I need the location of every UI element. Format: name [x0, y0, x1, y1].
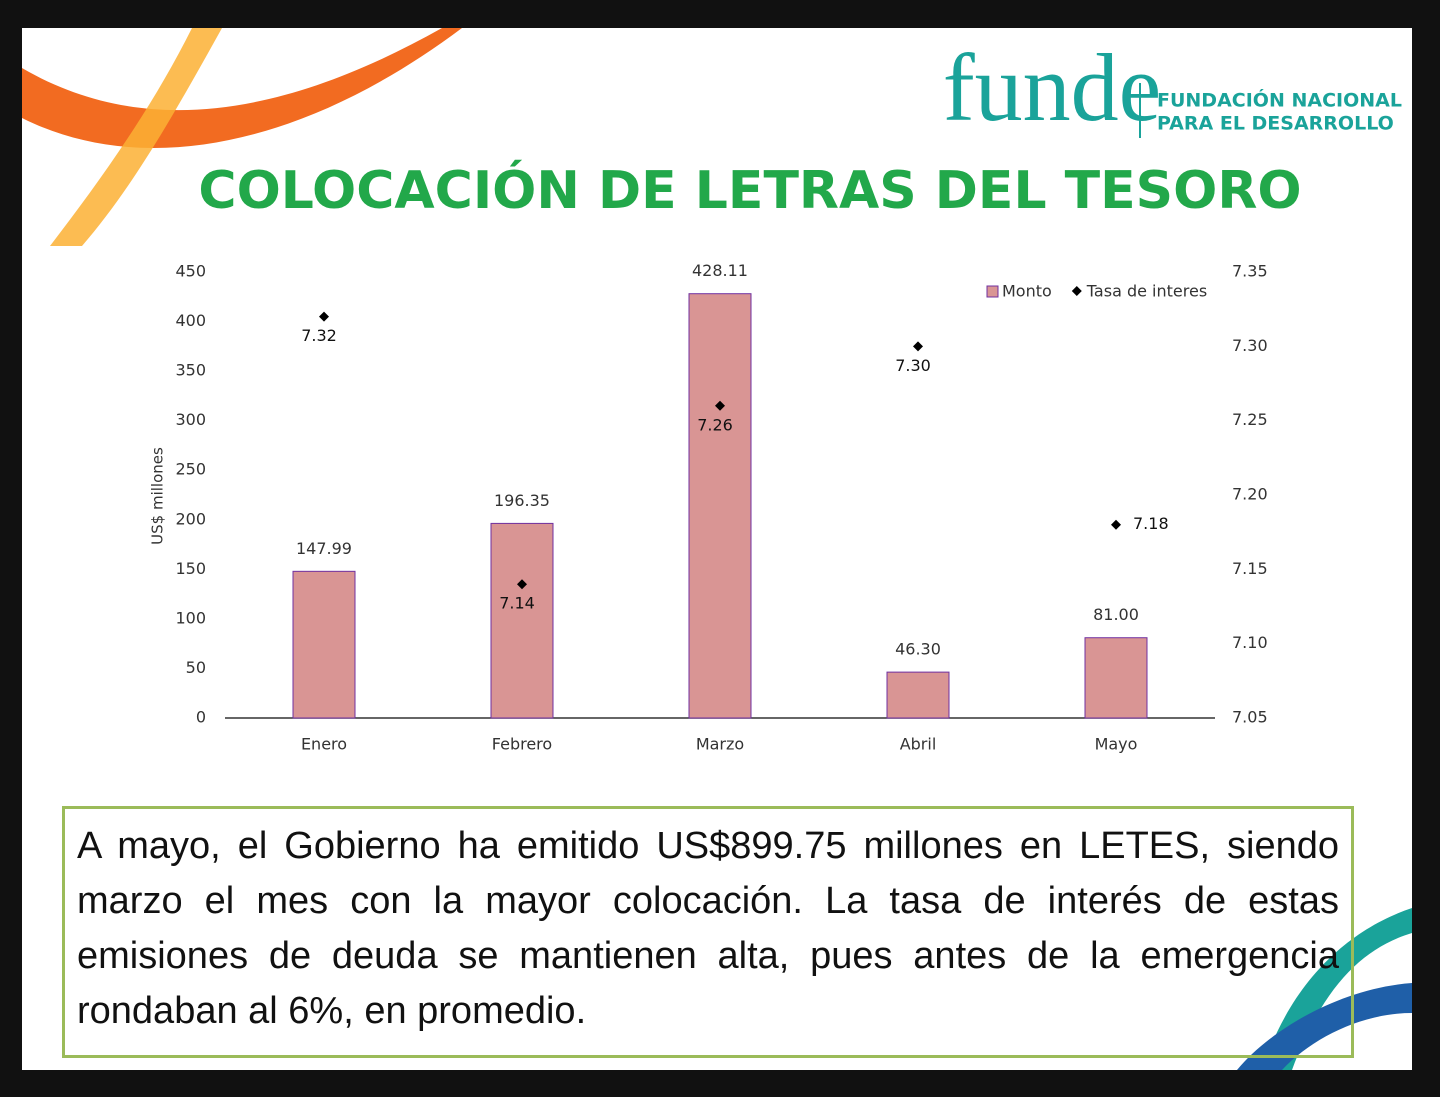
- bar: [886, 671, 950, 719]
- x-tick-label: Marzo: [696, 735, 744, 754]
- y-tick-label: 400: [175, 311, 206, 330]
- bar: [490, 522, 554, 719]
- legend-label: Tasa de interes: [1086, 282, 1207, 301]
- y-tick-label: 150: [175, 559, 206, 578]
- y2-tick-label: 7.35: [1232, 262, 1268, 281]
- bar: [688, 293, 752, 719]
- decoration: [50, 28, 222, 246]
- logo-line: PARA EL DESARROLLO: [1157, 113, 1394, 135]
- bar: [292, 570, 356, 719]
- x-tick-label: Febrero: [492, 735, 552, 754]
- data-label: 7.26: [697, 415, 733, 434]
- slide: funde FUNDACIÓN NACIONAL PARA EL DESARRO…: [22, 28, 1412, 1070]
- point: [715, 400, 725, 411]
- data-label: 7.32: [301, 326, 337, 345]
- x-tick-label: Mayo: [1095, 735, 1138, 754]
- bar: [1084, 637, 1148, 719]
- y2-tick-label: 7.10: [1232, 633, 1268, 652]
- y-tick-label: 250: [175, 460, 206, 479]
- point: [517, 579, 527, 590]
- y-tick-label: 0: [196, 708, 206, 727]
- data-label: 7.18: [1133, 514, 1169, 533]
- note: A mayo, el Gobierno ha emitido US$899.75…: [62, 806, 1354, 1058]
- y-tick-label: 100: [175, 608, 206, 627]
- data-label: 7.14: [499, 594, 535, 613]
- x-tick-label: Abril: [900, 735, 937, 754]
- y2-tick-label: 7.20: [1232, 485, 1268, 504]
- data-label: 147.99: [296, 539, 352, 558]
- data-label: 196.35: [494, 491, 550, 510]
- logo-name: funde: [943, 34, 1162, 141]
- y-tick-label: 300: [175, 410, 206, 429]
- legend-label: Monto: [1002, 282, 1052, 301]
- data-label: 46.30: [895, 640, 941, 659]
- y-tick-label: 50: [186, 658, 206, 677]
- y-axis-label: US$ millones: [149, 447, 167, 545]
- legend-swatch: [986, 285, 999, 298]
- logo-line: FUNDACIÓN NACIONAL: [1157, 88, 1402, 112]
- data-label: 81.00: [1093, 605, 1139, 624]
- chart: funde FUNDACIÓN NACIONAL PARA EL DESARRO…: [22, 28, 1412, 1070]
- y-tick-label: 200: [175, 509, 206, 528]
- chart-title: COLOCACIÓN DE LETRAS DEL TESORO: [198, 159, 1301, 221]
- data-label: 7.30: [895, 356, 931, 375]
- decoration: [22, 28, 462, 148]
- decoration: [1237, 983, 1412, 1070]
- y2-tick-label: 7.15: [1232, 559, 1268, 578]
- y-tick-label: 450: [175, 262, 206, 281]
- data-label: 428.11: [692, 261, 748, 280]
- legend-swatch: [1071, 286, 1082, 296]
- y2-tick-label: 7.05: [1232, 708, 1268, 727]
- x-tick-label: Enero: [301, 735, 347, 754]
- y2-tick-label: 7.30: [1232, 336, 1268, 355]
- point: [1111, 519, 1121, 530]
- point: [319, 311, 329, 322]
- point: [913, 341, 923, 352]
- y-tick-label: 350: [175, 361, 206, 380]
- y2-tick-label: 7.25: [1232, 410, 1268, 429]
